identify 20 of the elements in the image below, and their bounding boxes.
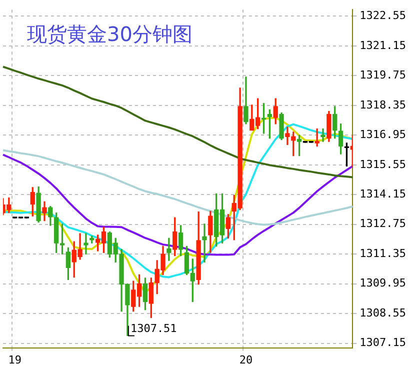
y-tick-label: 1322.55 <box>360 9 406 22</box>
y-tick-label: 1312.75 <box>360 217 406 230</box>
candlestick <box>84 233 88 254</box>
x-tick-label: 19 <box>8 353 22 366</box>
y-tick-label: 1309.95 <box>360 276 406 290</box>
candlestick <box>320 128 326 142</box>
y-tick-label: 1308.55 <box>360 306 406 320</box>
annotation: 1307.51 <box>130 322 177 336</box>
x-tick-label: 20 <box>239 353 253 366</box>
candlestick <box>202 224 207 263</box>
candlestick <box>166 238 172 261</box>
text: 现货黄金30分钟图 <box>27 22 192 46</box>
y-tick-label: 1307.15 <box>360 336 406 350</box>
y-tick-label: 1318.35 <box>360 98 406 112</box>
y-tick-label: 1316.95 <box>360 128 406 142</box>
y-tick-label: 1314.15 <box>360 187 406 200</box>
y-tick-label: 1315.55 <box>360 158 406 171</box>
y-tick-label: 1319.75 <box>360 68 406 82</box>
y-tick-label: 1321.15 <box>360 38 406 52</box>
y-tick-label: 1311.35 <box>360 246 406 260</box>
